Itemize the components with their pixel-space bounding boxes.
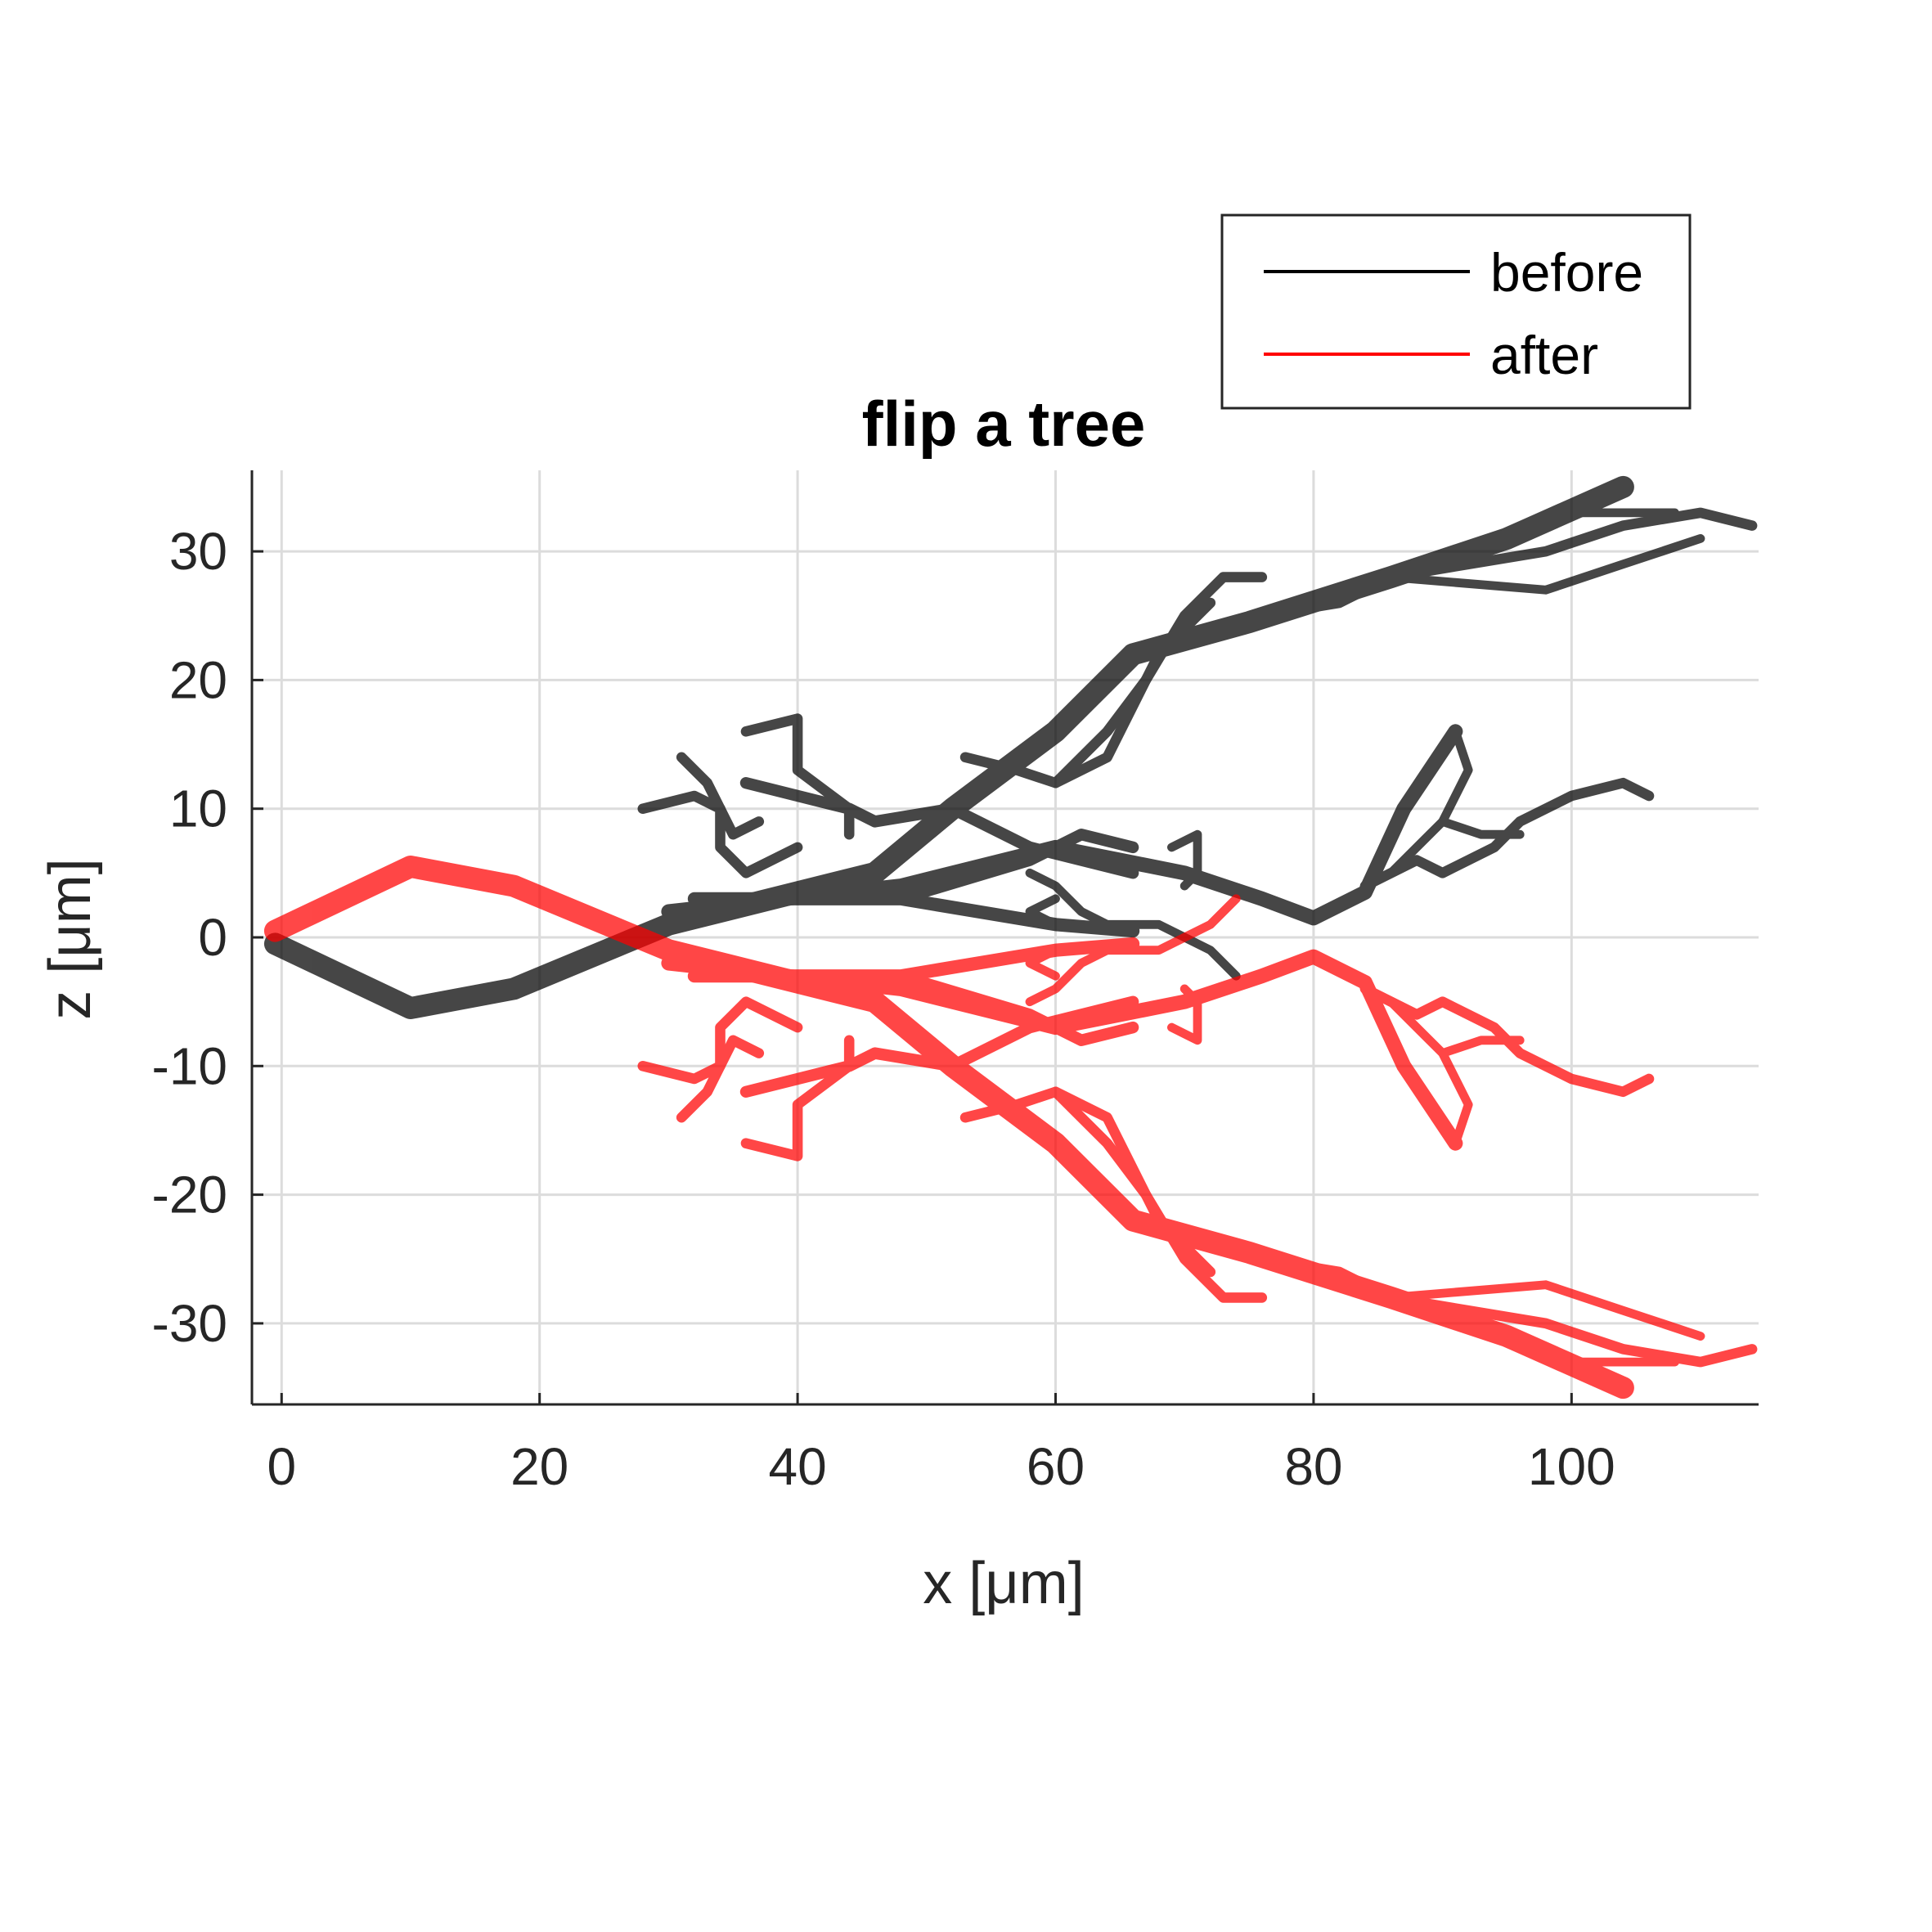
x-tick-label: 20 — [510, 1437, 568, 1496]
y-tick-label: -20 — [152, 1166, 228, 1224]
y-tick-label: -10 — [152, 1036, 228, 1095]
branch-after-5 — [739, 995, 1139, 1098]
series-before — [263, 475, 1758, 1019]
branch-after-9 — [959, 1086, 1268, 1303]
branch-after-11 — [1256, 1254, 1758, 1368]
y-axis-label: z [μm] — [38, 858, 103, 1019]
x-tick-label: 60 — [1027, 1437, 1085, 1496]
y-tick-label: -30 — [152, 1294, 228, 1353]
branch-after-7 — [637, 996, 803, 1085]
branch-before-2 — [661, 724, 1463, 926]
branch-before-7 — [637, 790, 803, 878]
branch-before-11 — [1256, 507, 1758, 621]
y-tick-label: 30 — [169, 522, 227, 581]
branch-before-12 — [1386, 534, 1705, 595]
branch-after-18 — [1025, 946, 1060, 981]
series-after — [263, 856, 1758, 1400]
x-tick-label: 40 — [769, 1437, 827, 1496]
legend-label-before: before — [1490, 242, 1643, 303]
tick-labels: 0 20 40 60 80 100 -30 -20 -10 0 10 20 30 — [152, 522, 1615, 1496]
branch-before-3 — [687, 892, 1140, 938]
branch-after-16 — [1438, 1036, 1525, 1058]
y-tick-label: 10 — [169, 780, 227, 838]
branch-before-6 — [740, 713, 855, 840]
legend-box — [1220, 213, 1692, 410]
branch-after-3 — [687, 937, 1140, 983]
branch-after-19 — [1167, 984, 1202, 1045]
legend-label-after: after — [1490, 325, 1598, 385]
branch-after-6 — [740, 1035, 855, 1161]
branch-after-12 — [1386, 1280, 1705, 1341]
branch-before-18 — [1025, 894, 1060, 929]
branch-before-16 — [1438, 817, 1525, 839]
branch-after-17 — [1025, 894, 1241, 1007]
branch-before-4 — [895, 829, 1139, 905]
x-axis-label: x [μm] — [923, 1551, 1084, 1616]
series-layer — [263, 475, 1758, 1400]
branch-before-1 — [404, 919, 675, 1014]
x-tick-label: 100 — [1528, 1437, 1615, 1496]
branch-before-5 — [739, 777, 1139, 879]
branch-before-15 — [1386, 726, 1473, 878]
branch-after-4 — [895, 970, 1139, 1046]
branch-after-1 — [404, 860, 675, 956]
legend: before after — [1220, 213, 1692, 410]
branch-after-10 — [1050, 1086, 1216, 1278]
branch-before-19 — [1167, 829, 1202, 891]
branch-before-8 — [676, 752, 765, 840]
branch-after-15 — [1386, 997, 1473, 1148]
x-tick-label: 80 — [1284, 1437, 1342, 1496]
branch-before-10 — [1050, 597, 1216, 789]
grid — [252, 470, 1759, 1404]
branch-before-9 — [959, 572, 1268, 789]
branch-after-2 — [661, 949, 1463, 1151]
y-tick-label: 0 — [198, 908, 227, 967]
chart-title: flip a tree — [862, 388, 1146, 460]
y-tick-label: 20 — [169, 650, 227, 709]
axes — [250, 470, 1759, 1406]
branch-before-17 — [1025, 868, 1241, 981]
branch-after-8 — [676, 1035, 765, 1123]
x-tick-label: 0 — [267, 1437, 296, 1496]
